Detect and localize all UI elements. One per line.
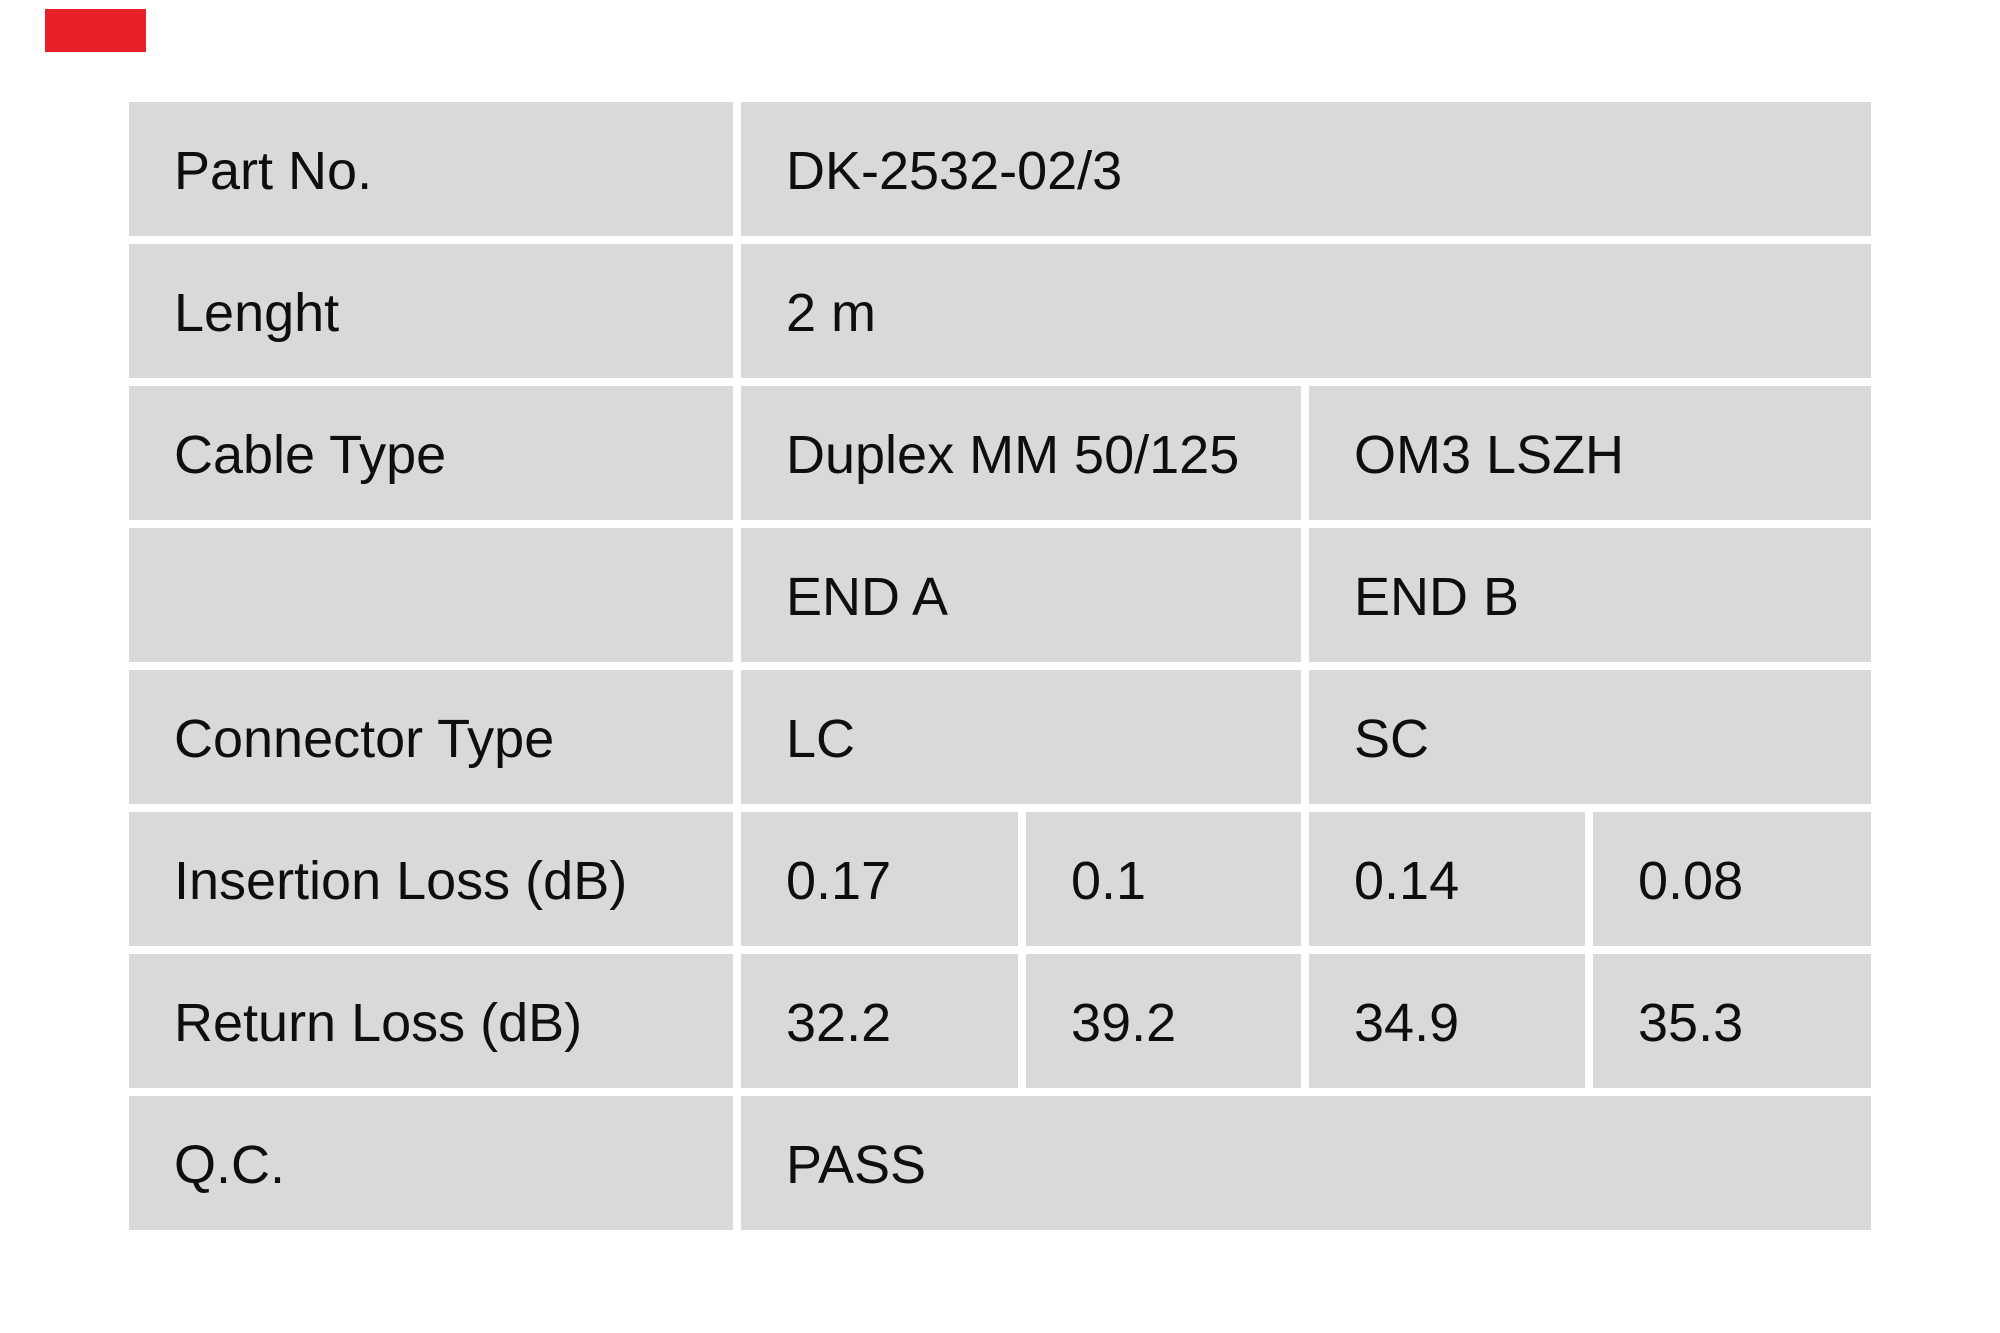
row-label-cell: Part No. [129,102,733,236]
row-label-cell: Q.C. [129,1096,733,1230]
end-a-header-cell: END A [741,528,1301,662]
cable-type-value-cell-a: Duplex MM 50/125 [741,386,1301,520]
return-loss-end-a2-cell: 39.2 [1026,954,1301,1088]
connector-type-end-a-cell: LC [741,670,1301,804]
table-row-ends-header: END A END B [129,528,1872,662]
table-row-qc: Q.C. PASS [129,1096,1872,1230]
table-row-return-loss: Return Loss (dB) 32.2 39.2 34.9 35.3 [129,954,1872,1088]
return-loss-end-b2-cell: 35.3 [1593,954,1872,1088]
table-row-cable-type: Cable Type Duplex MM 50/125 OM3 LSZH [129,386,1872,520]
return-loss-end-b1-cell: 34.9 [1309,954,1585,1088]
insertion-loss-end-a2-cell: 0.1 [1026,812,1301,946]
table-row-insertion-loss: Insertion Loss (dB) 0.17 0.1 0.14 0.08 [129,812,1872,946]
row-label-cell: Cable Type [129,386,733,520]
insertion-loss-end-b1-cell: 0.14 [1309,812,1585,946]
insertion-loss-end-a1-cell: 0.17 [741,812,1018,946]
row-label-cell: Connector Type [129,670,733,804]
row-label-cell: Return Loss (dB) [129,954,733,1088]
part-no-value-cell: DK-2532-02/3 [741,102,1872,236]
qc-result-cell: PASS [741,1096,1872,1230]
qc-spec-table: Part No. DK-2532-02/3 Lenght 2 m Cable T… [121,94,1879,1238]
connector-type-end-b-cell: SC [1309,670,1872,804]
cable-type-value-cell-b: OM3 LSZH [1309,386,1872,520]
length-value-cell: 2 m [741,244,1872,378]
row-label-cell: Lenght [129,244,733,378]
red-marker [45,9,146,52]
row-label-cell-empty [129,528,733,662]
insertion-loss-end-b2-cell: 0.08 [1593,812,1872,946]
end-b-header-cell: END B [1309,528,1872,662]
table-row-part-no: Part No. DK-2532-02/3 [129,102,1872,236]
row-label-cell: Insertion Loss (dB) [129,812,733,946]
table-row-connector-type: Connector Type LC SC [129,670,1872,804]
return-loss-end-a1-cell: 32.2 [741,954,1018,1088]
table-row-length: Lenght 2 m [129,244,1872,378]
